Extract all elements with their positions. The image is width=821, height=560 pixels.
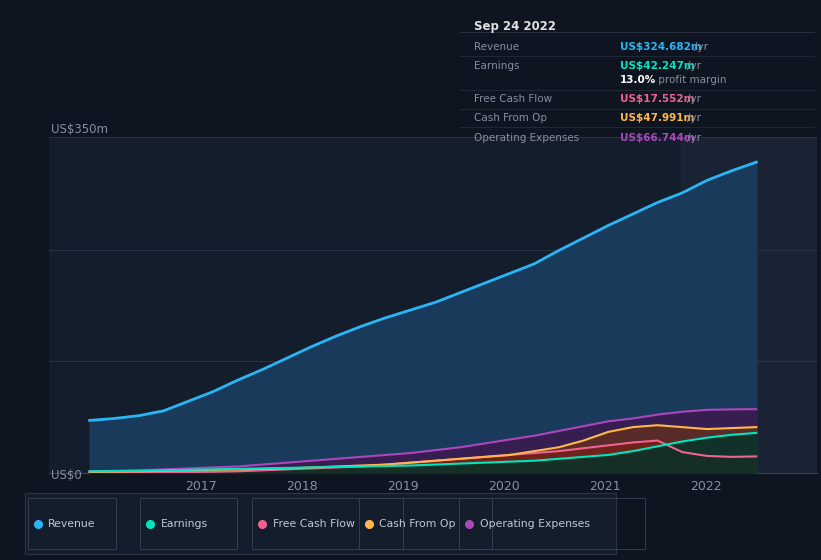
Text: Free Cash Flow: Free Cash Flow xyxy=(273,519,355,529)
Text: /yr: /yr xyxy=(687,133,701,143)
FancyBboxPatch shape xyxy=(25,493,616,554)
Text: /yr: /yr xyxy=(687,113,701,123)
Text: Earnings: Earnings xyxy=(475,60,520,71)
Text: Sep 24 2022: Sep 24 2022 xyxy=(475,20,556,33)
Text: Operating Expenses: Operating Expenses xyxy=(475,133,580,143)
Text: profit margin: profit margin xyxy=(655,75,727,85)
Text: /yr: /yr xyxy=(687,94,701,104)
Text: US$0: US$0 xyxy=(51,469,81,482)
Text: Revenue: Revenue xyxy=(475,42,520,52)
Text: US$17.552m: US$17.552m xyxy=(620,94,695,104)
Bar xyxy=(681,137,817,473)
Text: Cash From Op: Cash From Op xyxy=(379,519,456,529)
Text: /yr: /yr xyxy=(694,42,708,52)
Text: US$350m: US$350m xyxy=(51,123,108,136)
Text: Free Cash Flow: Free Cash Flow xyxy=(475,94,553,104)
Text: 13.0%: 13.0% xyxy=(620,75,656,85)
Text: Operating Expenses: Operating Expenses xyxy=(479,519,589,529)
Text: Cash From Op: Cash From Op xyxy=(475,113,548,123)
Text: Earnings: Earnings xyxy=(161,519,208,529)
Text: US$42.247m: US$42.247m xyxy=(620,60,695,71)
Text: US$324.682m: US$324.682m xyxy=(620,42,701,52)
Text: Revenue: Revenue xyxy=(48,519,96,529)
Text: /yr: /yr xyxy=(687,60,701,71)
Text: US$47.991m: US$47.991m xyxy=(620,113,694,123)
Text: US$66.744m: US$66.744m xyxy=(620,133,695,143)
